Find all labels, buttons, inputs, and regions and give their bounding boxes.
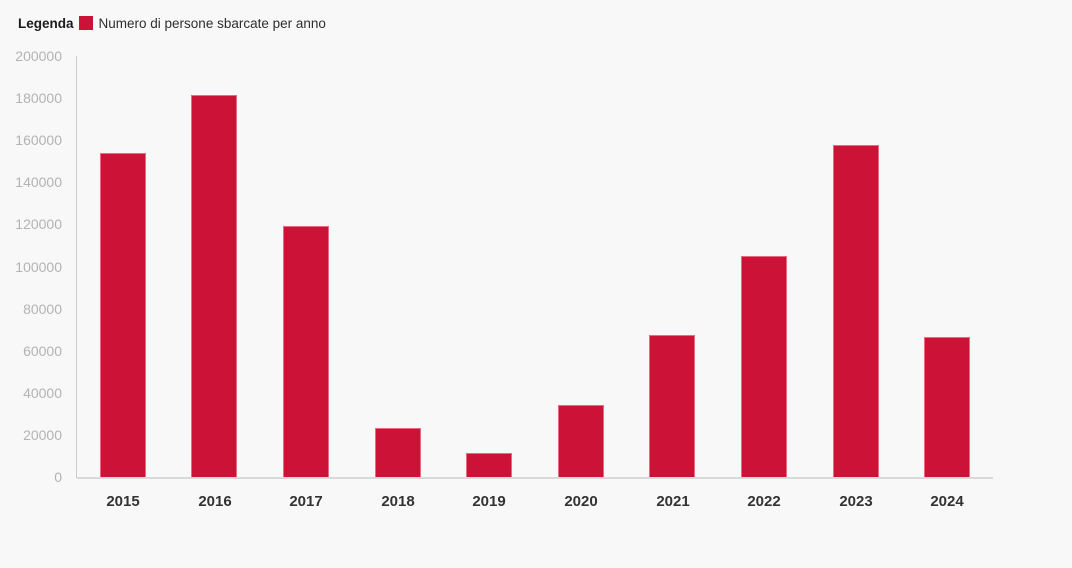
x-axis-line — [77, 477, 993, 479]
y-tick-label: 120000 — [15, 216, 62, 233]
y-tick-label: 80000 — [23, 300, 62, 317]
y-tick-label: 40000 — [23, 384, 62, 401]
x-tick-label: 2015 — [106, 493, 140, 510]
bar-2021[interactable] — [649, 335, 695, 477]
legend-series-swatch[interactable] — [78, 16, 93, 30]
legend-title: Legenda — [18, 15, 74, 31]
x-tick-label: 2018 — [381, 493, 415, 510]
y-tick-label: 0 — [54, 469, 62, 485]
x-tick-label: 2024 — [930, 493, 964, 510]
x-tick-label: 2021 — [656, 493, 690, 510]
y-tick-label: 180000 — [15, 90, 62, 107]
legend-series-label[interactable]: Numero di persone sbarcate per anno — [98, 15, 326, 31]
y-axis-line — [76, 56, 77, 478]
y-tick-label: 200000 — [15, 48, 62, 64]
legend: Legenda Numero di persone sbarcate per a… — [18, 15, 326, 31]
bar-2019[interactable] — [466, 453, 512, 477]
x-tick-label: 2017 — [289, 493, 323, 510]
bar-2015[interactable] — [100, 153, 146, 477]
x-tick-label: 2022 — [747, 493, 781, 510]
x-tick-label: 2019 — [472, 493, 506, 510]
bar-2017[interactable] — [283, 226, 329, 477]
y-tick-label: 60000 — [23, 342, 62, 359]
bar-2023[interactable] — [833, 145, 879, 477]
bar-2022[interactable] — [741, 256, 787, 477]
x-tick-label: 2016 — [198, 493, 232, 510]
y-tick-label: 140000 — [15, 174, 62, 191]
x-tick-label: 2023 — [839, 493, 873, 510]
y-tick-label: 100000 — [15, 258, 62, 275]
x-tick-label: 2020 — [564, 493, 598, 510]
bar-2018[interactable] — [375, 428, 421, 477]
y-tick-label: 20000 — [23, 426, 62, 443]
bar-2024[interactable] — [924, 337, 970, 477]
bar-2020[interactable] — [558, 405, 604, 477]
bar-2016[interactable] — [191, 95, 237, 477]
y-tick-label: 160000 — [15, 132, 62, 149]
